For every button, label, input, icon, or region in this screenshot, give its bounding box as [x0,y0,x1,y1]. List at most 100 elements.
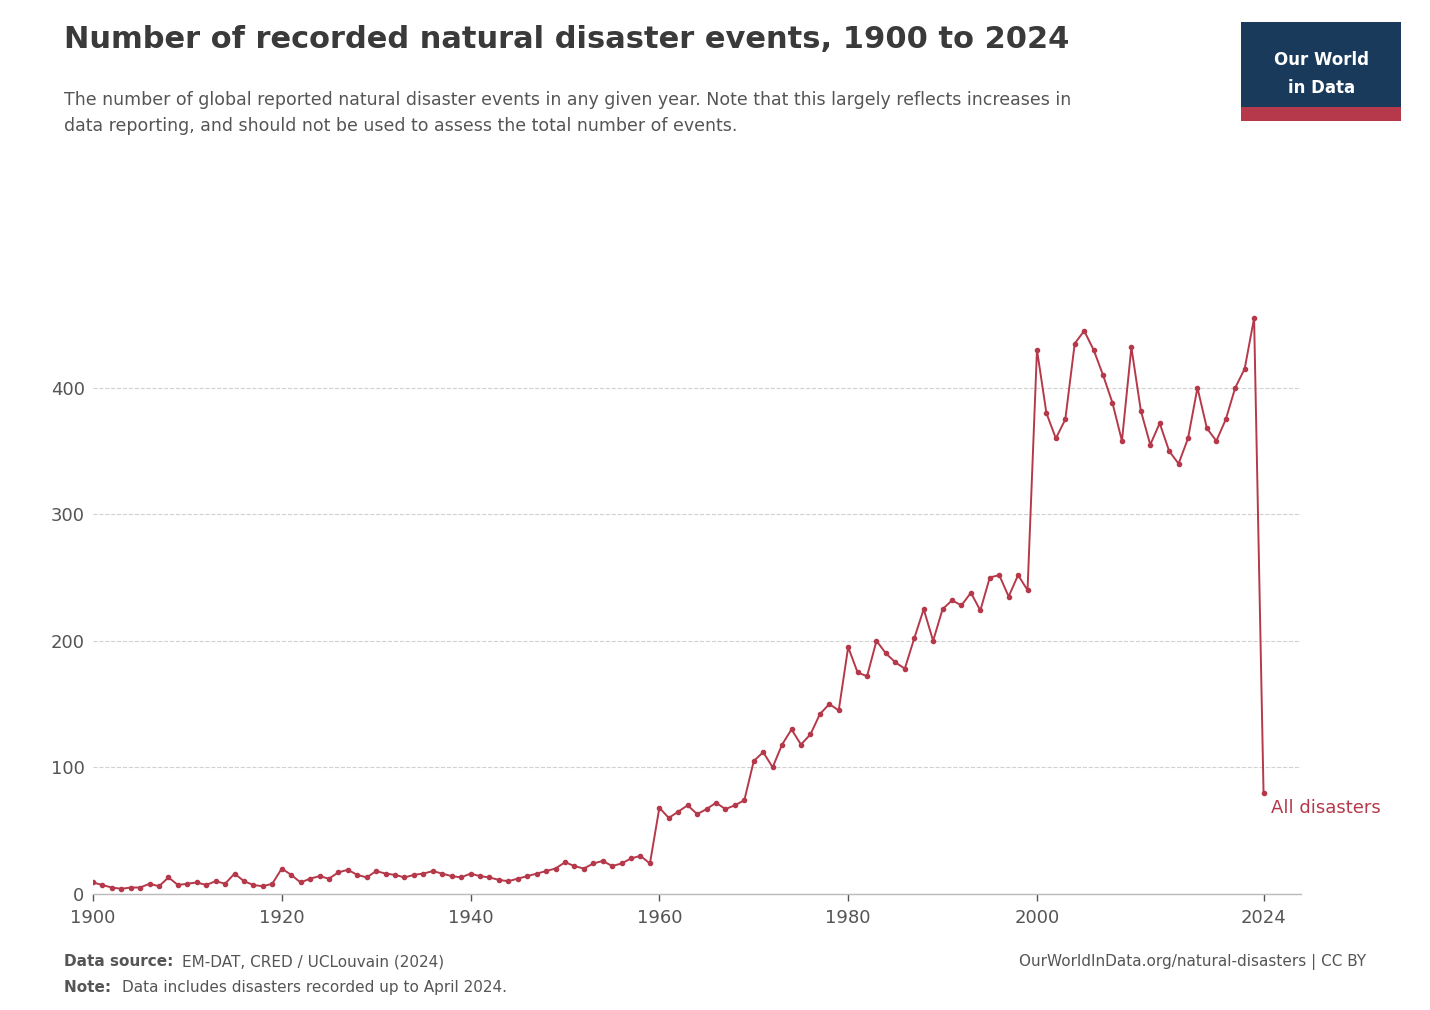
Point [1253,785,1276,801]
Point [611,855,633,872]
Point [1167,456,1190,472]
Point [1064,335,1087,351]
Point [157,870,180,886]
Point [535,863,558,879]
Point [430,866,453,882]
Point [884,654,907,671]
Point [100,880,123,896]
Point [1224,380,1247,396]
Point [110,881,133,897]
Point [459,866,482,882]
Point [742,752,765,769]
Text: All disasters: All disasters [1271,799,1381,817]
Text: Our World: Our World [1274,52,1369,70]
Text: EM-DAT, CRED / UCLouvain (2024): EM-DAT, CRED / UCLouvain (2024) [182,954,443,970]
Point [1185,380,1208,396]
Point [307,868,330,884]
Point [1158,443,1181,460]
Point [176,876,199,892]
Point [1091,367,1114,383]
Point [242,877,265,893]
Point [1111,433,1134,449]
Point [280,867,303,883]
Text: Data includes disasters recorded up to April 2024.: Data includes disasters recorded up to A… [122,980,506,995]
Point [960,585,982,601]
Point [147,878,170,894]
Point [714,801,736,817]
Point [818,696,841,712]
Point [543,861,566,877]
Point [941,592,964,608]
Point [837,639,859,655]
Point [970,602,992,618]
Point [488,872,511,888]
Point [1195,420,1218,436]
Point [865,632,888,648]
Point [922,632,945,648]
Point [997,589,1020,605]
Point [1044,430,1067,446]
Point [1083,341,1105,358]
Point [601,857,623,874]
Point [213,876,236,892]
Point [516,868,539,884]
Point [422,863,445,879]
Point [1205,433,1228,449]
Point [724,797,746,813]
Point [383,867,406,883]
Point [1138,436,1161,452]
Point [894,661,917,677]
Point [591,852,613,869]
Point [1177,430,1200,446]
Text: OurWorldInData.org/natural-disasters | CC BY: OurWorldInData.org/natural-disasters | C… [1018,954,1366,971]
Point [752,744,775,761]
Point [336,862,359,878]
Point [828,702,851,718]
Point [1025,341,1048,358]
Point [469,868,492,884]
Point [194,877,217,893]
Text: Note:: Note: [64,980,117,995]
Point [260,876,283,892]
Point [412,866,435,882]
Point [1214,411,1237,427]
Text: in Data: in Data [1288,80,1354,97]
Point [875,645,898,662]
Point [695,801,718,817]
Point [129,880,152,896]
Point [317,871,340,887]
Point [761,760,784,776]
Point [734,792,756,808]
Point [855,669,878,685]
Point [478,870,500,886]
Point [186,875,209,891]
Text: Data source:: Data source: [64,954,179,970]
Point [1054,411,1077,427]
Point [496,873,519,889]
Point [1035,405,1058,421]
Point [978,570,1001,586]
Point [619,850,642,867]
Point [375,866,398,882]
Point [1017,582,1040,598]
Point [912,601,935,617]
Point [902,630,925,646]
Point [449,870,472,886]
Point [781,721,804,737]
Point [204,873,227,889]
Text: The number of global reported natural disaster events in any given year. Note th: The number of global reported natural di… [64,91,1071,134]
Point [346,867,369,883]
Point [771,736,794,752]
Point [553,854,576,871]
Point [233,873,256,889]
Point [629,847,652,864]
Point [666,804,689,820]
Point [1130,402,1153,418]
Point [355,870,378,886]
Point [686,806,709,822]
Point [988,567,1011,583]
Point [572,861,595,877]
Point [119,880,142,896]
Point [82,875,104,891]
Point [440,868,463,884]
